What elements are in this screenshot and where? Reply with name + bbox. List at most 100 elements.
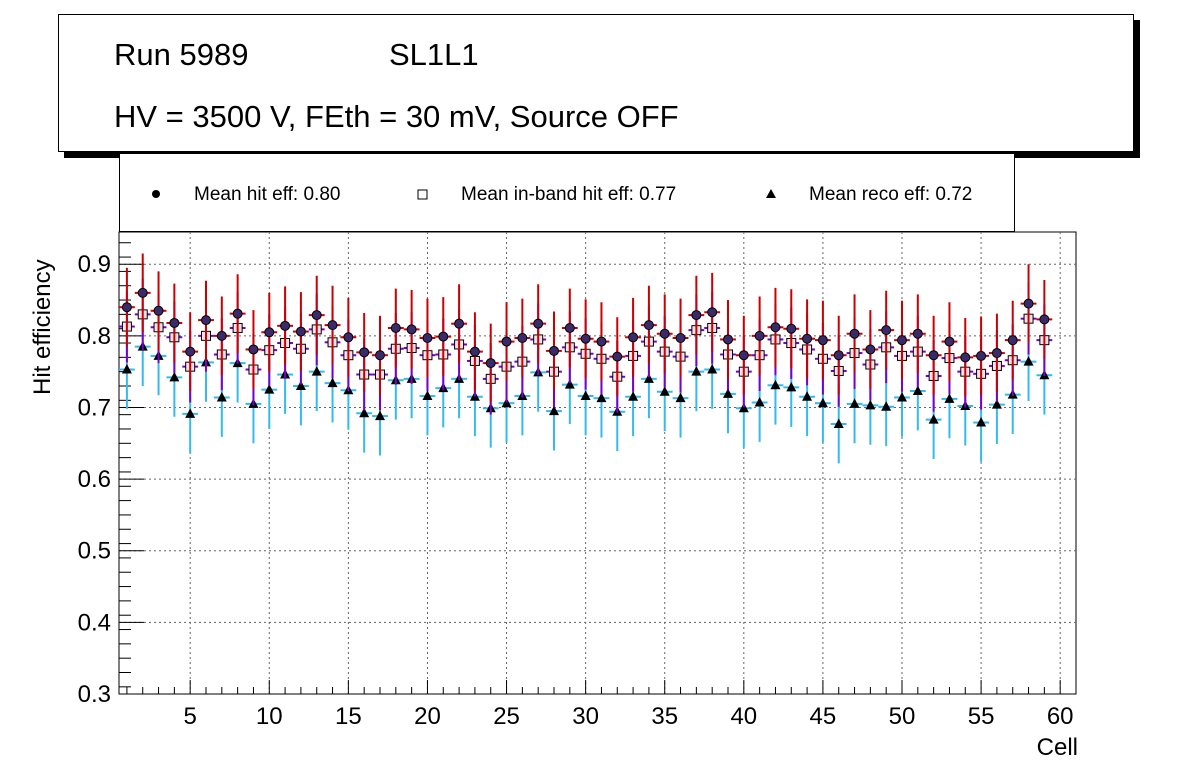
x-axis-label: Cell — [1037, 734, 1078, 761]
reco-point — [121, 364, 132, 374]
legend-hit-marker — [152, 190, 160, 198]
y-tick-label: 0.4 — [78, 609, 111, 636]
plot-frame — [118, 231, 1077, 695]
hit-point — [849, 328, 860, 339]
reco-point — [549, 405, 559, 416]
hit-point — [897, 335, 907, 346]
reco-point — [264, 384, 275, 394]
hit-point — [517, 333, 528, 344]
hit-point — [628, 332, 639, 343]
hit-point — [754, 330, 765, 341]
hit-point — [991, 348, 1002, 359]
hit-point — [675, 333, 686, 344]
hit-point — [960, 352, 971, 363]
hit-point — [802, 333, 813, 344]
hit-point — [564, 322, 575, 333]
hit-point — [327, 320, 338, 331]
hit-point — [833, 350, 844, 361]
hit-point — [375, 350, 385, 361]
hit-point — [786, 323, 797, 334]
y-tick-label: 0.8 — [78, 323, 111, 350]
x-tick-label: 60 — [1047, 703, 1074, 730]
title-box: Run 5989 SL1L1 HV = 3500 V, FEth = 30 mV… — [58, 14, 1134, 152]
hit-point — [264, 327, 275, 338]
legend: Mean hit eff: 0.80 Mean in-band hit eff:… — [119, 154, 1015, 232]
x-tick-label: 30 — [572, 703, 599, 730]
hit-point — [770, 322, 781, 333]
reco-point — [422, 390, 433, 401]
hit-point — [1007, 335, 1018, 346]
y-axis-label: Hit efficiency — [29, 259, 56, 395]
y-tick-label: 0.6 — [78, 466, 111, 493]
reco-point — [865, 399, 876, 410]
hit-point — [612, 351, 623, 362]
hit-point — [944, 336, 955, 347]
legend-inband-marker — [417, 189, 428, 200]
hit-point — [248, 344, 259, 355]
reco-point — [216, 391, 227, 402]
reco-point — [564, 379, 575, 389]
reco-point — [359, 407, 370, 418]
hit-point — [817, 335, 828, 346]
x-tick-label: 55 — [968, 703, 995, 730]
legend-inband-label: Mean in-band hit eff: 0.77 — [461, 184, 677, 205]
reco-point — [944, 393, 955, 403]
reco-point — [991, 399, 1002, 409]
reco-point — [327, 377, 338, 388]
reco-point — [596, 392, 607, 403]
hit-point — [201, 315, 211, 326]
hit-point — [691, 310, 702, 321]
hit-point — [406, 324, 417, 335]
reco-point — [691, 366, 702, 376]
hit-point — [928, 350, 939, 361]
reco-point — [580, 390, 591, 401]
reco-point — [817, 397, 828, 408]
x-tick-label: 45 — [810, 703, 837, 730]
legend-markers — [152, 189, 776, 200]
reco-point — [375, 410, 385, 421]
hit-point — [738, 350, 749, 361]
hit-point — [359, 347, 370, 358]
x-tick-label: 50 — [889, 703, 916, 730]
legend-hit-label: Mean hit eff: 0.80 — [194, 184, 341, 205]
x-tick-label: 40 — [730, 703, 757, 730]
x-tick-label: 5 — [184, 703, 197, 730]
hit-point — [438, 331, 449, 342]
hit-point — [501, 336, 512, 347]
hit-point — [580, 333, 591, 344]
axes: 5 10 15 20 25 30 35 40 45 50 55 60 0.3 0.4 0.5 0.6 0.7 0.… — [78, 242, 1077, 730]
y-tick-label: 0.7 — [78, 394, 111, 421]
legend-reco-marker — [766, 189, 776, 198]
reco-point — [311, 366, 322, 376]
x-tick-label: 15 — [335, 703, 362, 730]
reco-point — [675, 392, 686, 403]
hit-point — [1023, 298, 1034, 309]
y-tick-label: 0.3 — [78, 681, 111, 708]
x-tick-label: 35 — [651, 703, 678, 730]
reco-point — [169, 371, 180, 382]
hit-point — [390, 322, 401, 333]
hit-point — [723, 334, 733, 345]
reco-point — [643, 373, 654, 383]
x-tick-label: 20 — [414, 703, 441, 730]
reco-point — [295, 380, 306, 390]
hit-point — [280, 320, 291, 331]
layer-label: SL1L1 — [389, 37, 479, 72]
reco-point — [897, 391, 907, 402]
reco-point — [976, 417, 987, 427]
reco-point — [770, 379, 781, 390]
hit-point — [976, 350, 987, 361]
hit-point — [153, 305, 164, 316]
hit-point — [485, 358, 496, 369]
hit-point — [596, 336, 607, 347]
x-tick-label: 10 — [256, 703, 283, 730]
hit-point — [232, 308, 243, 319]
hit-point — [707, 307, 718, 318]
reco-point — [802, 391, 813, 401]
hit-point — [1039, 314, 1050, 325]
reco-point — [754, 396, 765, 407]
hit-point — [881, 325, 892, 336]
reco-point — [849, 398, 860, 408]
reco-point — [659, 386, 670, 396]
